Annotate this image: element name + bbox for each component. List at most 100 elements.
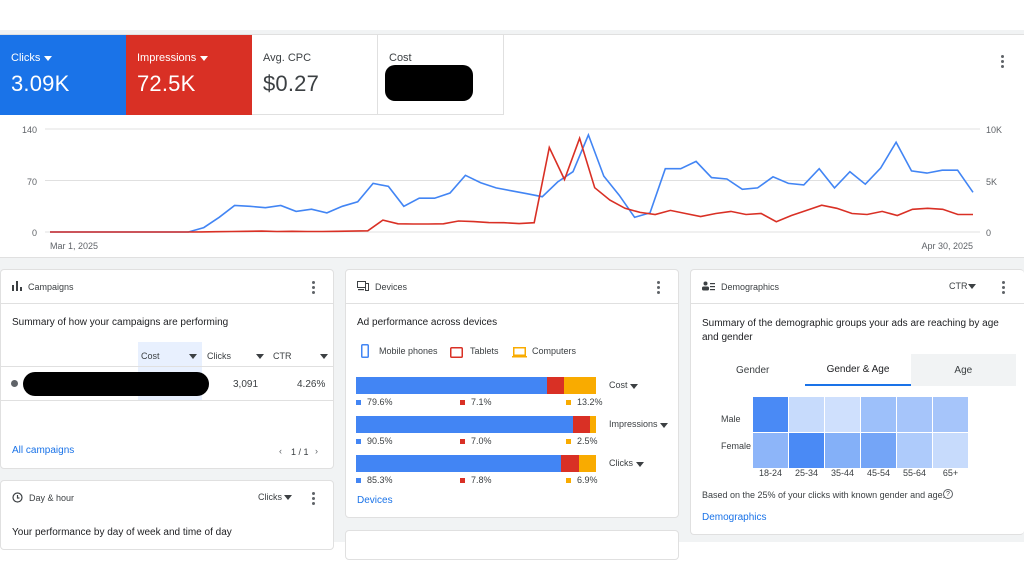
dropdown-arrow-icon[interactable] [44,55,53,61]
device-share-label-mobile: 85.3% [356,475,393,485]
impressions-metric-tile[interactable]: Impressions 72.5K [126,35,252,115]
legend-mobile-label: Mobile phones [379,346,438,356]
heatmap-cell[interactable] [753,433,788,468]
avg-cpc-label: Avg. CPC [263,52,312,64]
demographics-tabs: Gender Gender & Age Age [700,354,1016,386]
legend-square-icon [356,439,361,445]
dropdown-arrow-icon[interactable] [968,284,976,289]
row-label-female: Female [721,441,752,451]
heatmap-cell[interactable] [897,397,932,432]
dropdown-arrow-icon[interactable] [630,384,638,389]
campaign-clicks-value: 3,091 [233,379,259,390]
legend-tablet-label: Tablets [470,346,499,356]
impressions-label: Impressions [137,52,197,64]
bar-segment-mobile [356,455,561,472]
bar-segment-tablet [560,455,580,472]
legend-square-icon [356,400,361,406]
avg-cpc-metric-tile[interactable]: Avg. CPC $0.27 [252,35,378,115]
series-line-clicks [50,132,974,233]
day-hour-summary: Your performance by day of week and time… [12,527,232,538]
device-metric-dropdown[interactable]: Clicks [609,458,633,468]
sort-dropdown-icon[interactable] [256,354,264,359]
heatmap-cell[interactable] [825,433,860,468]
demographics-note: Based on the 25% of your clicks with kno… [702,490,946,500]
device-bar-cost [356,377,596,394]
clicks-metric-tile[interactable]: Clicks 3.09K [0,35,126,115]
legend-square-icon [356,478,361,484]
next-card-partial [345,530,679,560]
more-options-icon[interactable] [311,281,315,294]
all-campaigns-link[interactable]: All campaigns [12,445,75,456]
clicks-column-header[interactable]: Clicks [207,351,231,361]
legend-square-icon [460,439,465,445]
heatmap-cell[interactable] [933,397,968,432]
left-tick-label: 70 [27,177,37,187]
dropdown-arrow-icon[interactable] [200,55,209,61]
device-share-label-tablet: 7.8% [460,475,492,485]
next-page-icon[interactable]: › [315,446,318,456]
sort-dropdown-icon[interactable] [189,354,197,359]
computer-icon [512,345,527,363]
dropdown-arrow-icon[interactable] [636,462,644,467]
more-options-icon[interactable] [1000,55,1004,68]
device-share-label-tablet: 7.1% [460,397,492,407]
performance-line-chart: 140 70 0 10K 5K 0 Mar 1, 2025 Apr 30, 20… [22,125,1002,251]
tab-gender-age[interactable]: Gender & Age [805,354,911,386]
device-share-label-mobile: 90.5% [356,436,393,446]
share-value: 6.9% [577,475,598,485]
device-metric-dropdown[interactable]: Cost [609,380,628,390]
cost-metric-tile[interactable]: Cost [378,35,504,115]
device-metric-dropdown[interactable]: Impressions [609,419,658,429]
legend-computer-label: Computers [532,346,577,356]
device-bar-clicks [356,455,596,472]
heatmap-cell[interactable] [861,397,896,432]
device-share-label-computer: 6.9% [566,475,598,485]
heatmap-cell[interactable] [753,397,788,432]
demographics-heatmap [753,397,968,468]
age-label: 25-34 [794,468,819,478]
cost-column-header[interactable]: Cost [141,351,160,361]
bar-segment-mobile [356,416,574,433]
bar-segment-computer [564,377,596,394]
more-options-icon[interactable] [656,281,660,294]
demographics-dropdown-label[interactable]: CTR [949,281,968,291]
day-hour-dropdown-label[interactable]: Clicks [258,492,282,502]
heatmap-cell[interactable] [897,433,932,468]
heatmap-cell[interactable] [825,397,860,432]
age-label: 35-44 [830,468,855,478]
cost-label: Cost [389,52,412,64]
sort-dropdown-icon[interactable] [320,354,328,359]
right-tick-label: 0 [986,228,991,238]
redacted-campaign-name[interactable] [23,372,209,396]
devices-icon [357,280,369,293]
bar-chart-icon [12,280,22,293]
x-end-label: Apr 30, 2025 [921,241,973,251]
ctr-column-header[interactable]: CTR [273,351,292,361]
people-icon [702,281,715,293]
heatmap-cell[interactable] [789,433,824,468]
campaigns-card: Campaigns Summary of how your campaigns … [0,269,334,469]
demographics-link[interactable]: Demographics [702,512,767,523]
tab-age[interactable]: Age [910,354,1016,386]
dropdown-arrow-icon[interactable] [284,495,292,500]
share-value: 79.6% [367,397,393,407]
more-options-icon[interactable] [1001,281,1005,294]
more-options-icon[interactable] [311,492,315,505]
x-start-label: Mar 1, 2025 [50,241,98,251]
bar-segment-mobile [356,377,548,394]
dropdown-arrow-icon[interactable] [660,423,668,428]
prev-page-icon[interactable]: ‹ [279,446,282,456]
campaigns-summary: Summary of how your campaigns are perfor… [12,317,229,328]
device-share-label-computer: 2.5% [566,436,598,446]
clicks-value: 3.09K [11,71,70,96]
right-tick-label: 5K [986,177,997,187]
help-icon[interactable]: ? [943,489,953,499]
heatmap-cell[interactable] [861,433,896,468]
devices-link[interactable]: Devices [357,495,393,506]
share-value: 7.1% [471,397,492,407]
tab-gender[interactable]: Gender [735,364,770,376]
age-label: 45-54 [866,468,891,478]
share-value: 7.0% [471,436,492,446]
heatmap-cell[interactable] [789,397,824,432]
heatmap-cell[interactable] [933,433,968,468]
